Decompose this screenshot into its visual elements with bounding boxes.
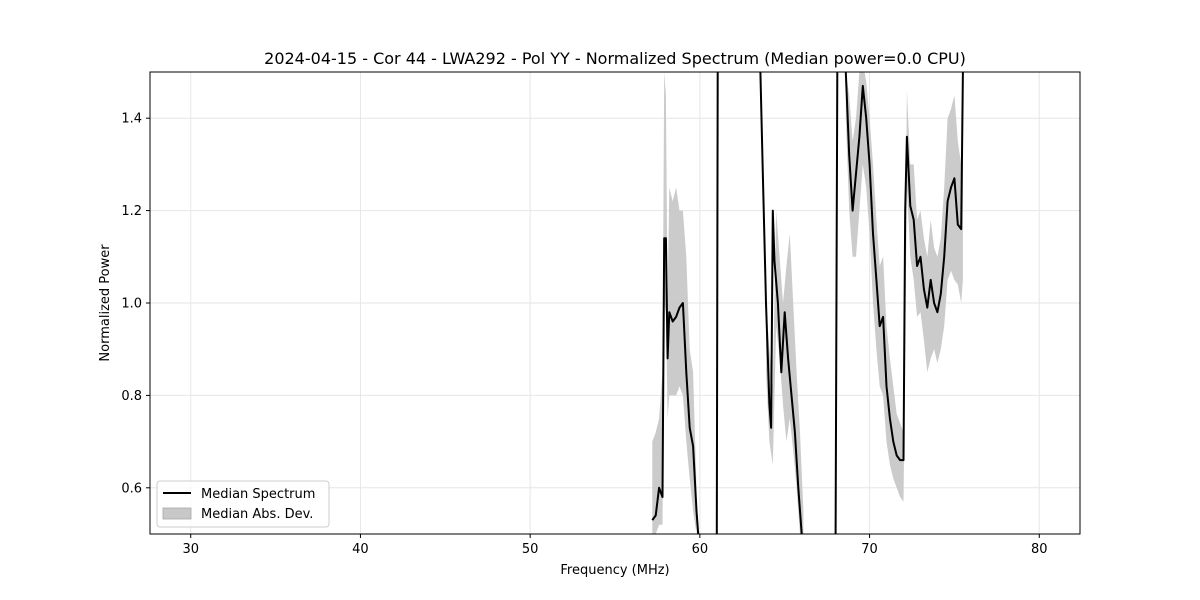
y-axis-label: Normalized Power xyxy=(98,244,113,362)
y-tick-label: 1.2 xyxy=(121,204,142,219)
plot-data xyxy=(651,72,964,534)
y-tick-label: 0.8 xyxy=(121,389,142,404)
y-axis-ticks: 0.6 0.8 1.0 1.2 1.4 xyxy=(121,112,150,496)
legend-box xyxy=(156,480,330,528)
x-tick-label: 80 xyxy=(1031,542,1048,557)
x-tick-label: 30 xyxy=(182,542,199,557)
chart-title: 2024-04-15 - Cor 44 - LWA292 - Pol YY - … xyxy=(264,49,966,68)
x-tick-label: 60 xyxy=(692,542,709,557)
x-axis-ticks: 30 40 50 60 70 80 xyxy=(182,534,1048,557)
legend-label-median-abs-dev: Median Abs. Dev. xyxy=(201,507,313,522)
mad-band xyxy=(652,72,697,534)
legend-label-median-spectrum: Median Spectrum xyxy=(201,487,315,502)
x-axis-label: Frequency (MHz) xyxy=(560,563,669,578)
y-tick-label: 0.6 xyxy=(121,481,142,496)
median-spectrum-line xyxy=(651,72,964,534)
x-tick-label: 40 xyxy=(352,542,369,557)
legend-fill-swatch xyxy=(162,507,192,520)
x-tick-label: 50 xyxy=(522,542,539,557)
y-tick-label: 1.4 xyxy=(121,112,142,127)
x-tick-label: 70 xyxy=(861,542,878,557)
legend: Median Spectrum Median Abs. Dev. xyxy=(156,480,330,528)
y-tick-label: 1.0 xyxy=(121,297,142,312)
mad-band xyxy=(766,210,804,534)
